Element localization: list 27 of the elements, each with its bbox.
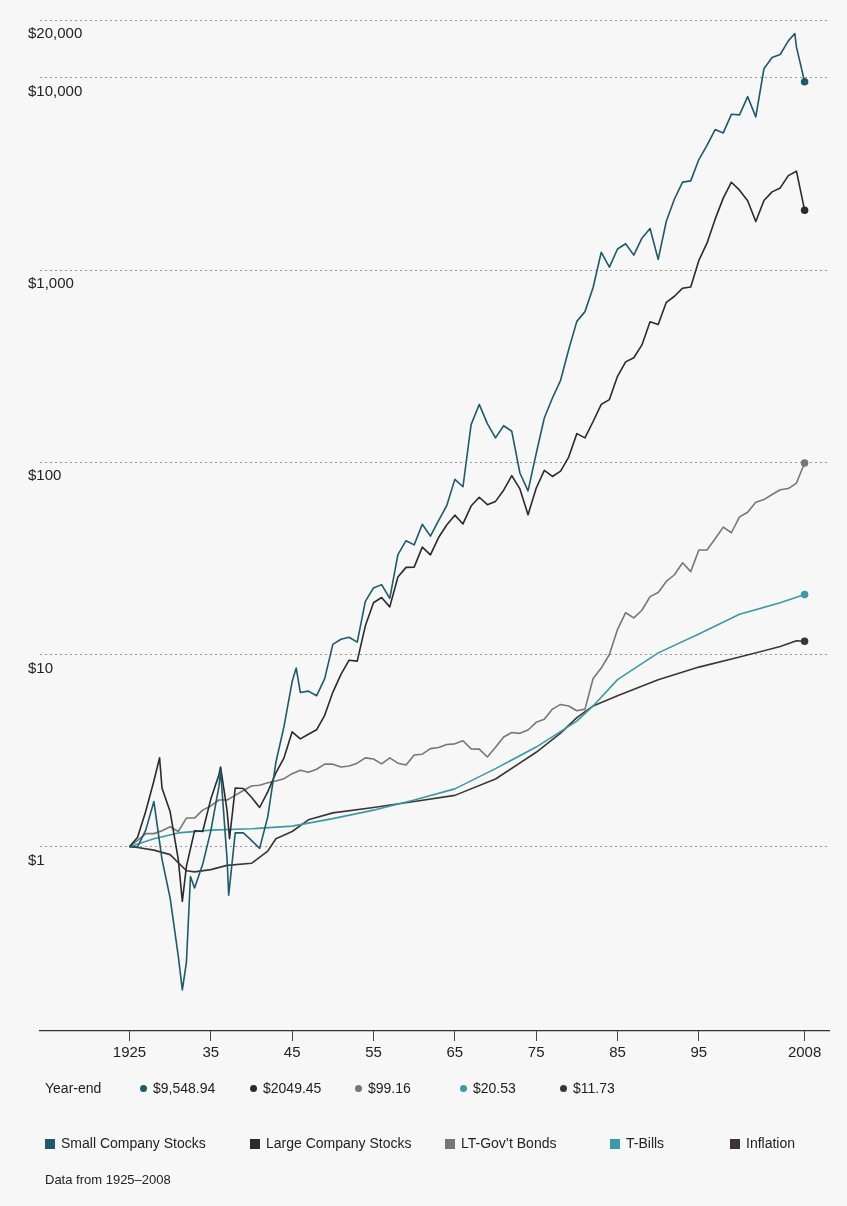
text: $11.73 bbox=[572, 1080, 615, 1096]
x-tick-label: 85 bbox=[609, 1043, 626, 1061]
x-tick-label: 65 bbox=[446, 1043, 464, 1061]
y-tick-label: $100 bbox=[28, 466, 62, 484]
x-tick-label: 95 bbox=[690, 1043, 708, 1061]
text: $20.53 bbox=[472, 1080, 516, 1096]
x-tick-label: 55 bbox=[365, 1043, 382, 1061]
legend-label: Small Company Stocks bbox=[60, 1135, 206, 1151]
legend-label: LT-Gov’t Bonds bbox=[460, 1135, 557, 1151]
x-tick-label: 45 bbox=[283, 1043, 301, 1061]
y-tick-label: $10 bbox=[28, 658, 54, 676]
x-tick-label: 2008 bbox=[787, 1043, 822, 1061]
text: $99.16 bbox=[367, 1080, 411, 1096]
y-tick-label: $1 bbox=[28, 850, 45, 868]
y-tick-label: $20,000 bbox=[28, 24, 83, 42]
x-tick-label: 75 bbox=[527, 1043, 545, 1061]
x-tick-label: 1925 bbox=[112, 1043, 147, 1061]
text: Year-end bbox=[45, 1080, 102, 1096]
y-tick-label: $1,000 bbox=[28, 274, 74, 292]
text: $2049.45 bbox=[262, 1080, 322, 1096]
text: Data from 1925–2008 bbox=[45, 1172, 172, 1187]
x-tick-label: 35 bbox=[202, 1043, 220, 1061]
y-tick-label: $10,000 bbox=[28, 82, 83, 99]
legend-label: Inflation bbox=[745, 1135, 796, 1151]
legend-label: T-Bills bbox=[625, 1135, 665, 1151]
legend-label: Large Company Stocks bbox=[265, 1135, 412, 1151]
text: $9,548.94 bbox=[152, 1080, 216, 1096]
